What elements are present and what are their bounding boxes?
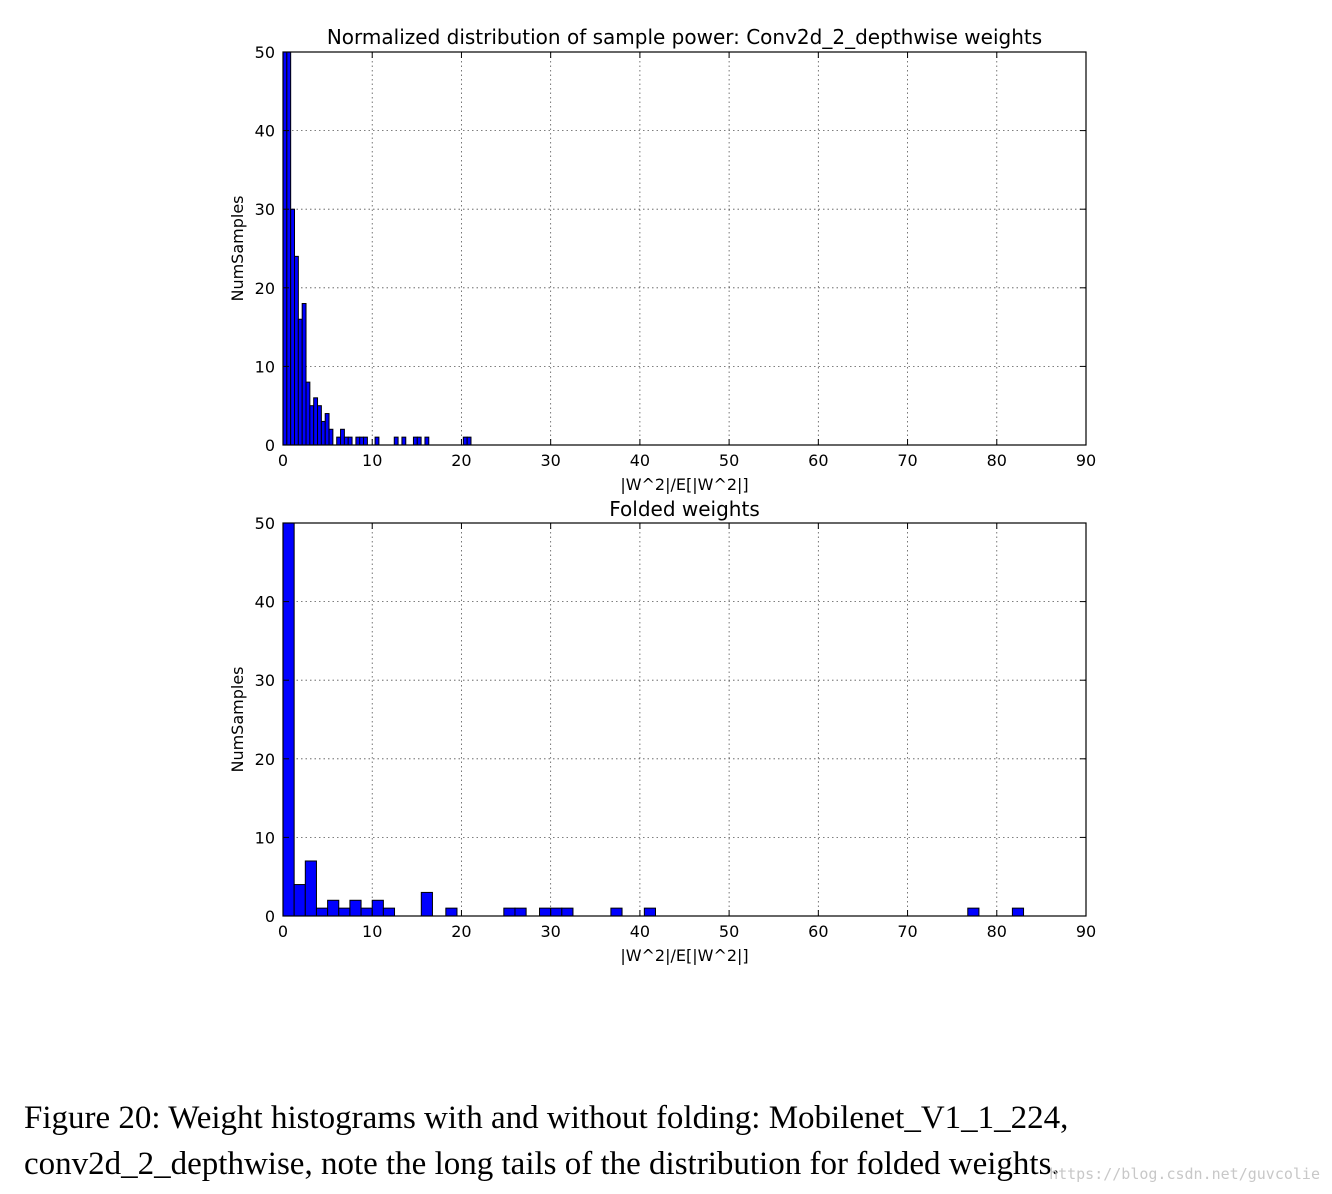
histogram-bar — [355, 436, 361, 446]
histogram-conv2d-2-depthwise: 0 10 20 30 40 50 60 70 80 90 0 10 20 30 40 50 Normalized… — [228, 25, 1096, 494]
x-tick-label: 40 — [630, 922, 650, 941]
histogram-bar — [420, 891, 433, 917]
histogram-bar — [286, 51, 292, 446]
x-tick-label: 20 — [451, 451, 471, 470]
histogram-bar — [336, 436, 342, 446]
x-tick-label: 60 — [808, 451, 828, 470]
y-tick-label: 20 — [255, 279, 275, 298]
histogram-bar — [349, 899, 362, 917]
histogram-bar — [466, 436, 472, 446]
histogram-bar — [550, 907, 563, 917]
y-tick-label: 50 — [255, 514, 275, 533]
histogram-bar — [294, 255, 299, 446]
y-tick-label: 20 — [255, 750, 275, 769]
x-tick-label: 80 — [987, 922, 1007, 941]
histogram-bar — [304, 860, 317, 917]
histogram-bar — [301, 303, 307, 446]
histogram-bar — [290, 208, 296, 446]
watermark: https://blog.csdn.net/guvcolie — [1049, 1165, 1320, 1183]
y-axis-label: NumSamples — [228, 666, 247, 772]
x-tick-label: 10 — [362, 922, 382, 941]
histogram-bar — [309, 405, 315, 446]
x-tick-label: 30 — [540, 451, 560, 470]
histogram-bar — [424, 436, 430, 446]
x-tick-label: 30 — [540, 922, 560, 941]
axes-frame — [282, 522, 1087, 917]
y-tick-label: 10 — [255, 828, 275, 847]
x-tick-label: 80 — [987, 451, 1007, 470]
histogram-bar — [313, 397, 319, 446]
x-tick-label: 40 — [630, 451, 650, 470]
histogram-bar — [393, 436, 399, 446]
x-tick-label: 90 — [1076, 922, 1096, 941]
x-tick-label: 0 — [278, 922, 288, 941]
y-axis-label: NumSamples — [228, 195, 247, 301]
caption-line-1: Figure 20: Weight histograms with and wi… — [24, 1100, 1069, 1136]
figure-caption: Figure 20: Weight histograms with and wi… — [24, 1095, 1310, 1187]
histogram-bar — [610, 907, 623, 917]
chart-title: Normalized distribution of sample power:… — [327, 25, 1042, 49]
y-tick-label: 30 — [255, 671, 275, 690]
histogram-bar — [462, 436, 468, 446]
histogram-bar — [338, 907, 351, 917]
x-tick-label: 70 — [897, 451, 917, 470]
histogram-bar — [416, 436, 422, 446]
histogram-bar — [360, 907, 373, 917]
x-tick-label: 50 — [719, 922, 739, 941]
histogram-bar — [305, 381, 311, 446]
histogram-bar — [315, 907, 329, 917]
histogram-bar — [359, 436, 365, 446]
histogram-bar — [343, 436, 349, 446]
histogram-bar — [967, 907, 980, 917]
histogram-folded-weights: 0 10 20 30 40 50 60 70 80 90 0 10 20 30 40 50 Folded wei… — [228, 497, 1096, 965]
histogram-bar — [320, 420, 326, 446]
axes-frame — [282, 51, 1087, 446]
caption-line-2: conv2d_2_depthwise, note the long tails … — [24, 1146, 1060, 1182]
histogram-bar — [327, 899, 340, 917]
y-tick-label: 10 — [255, 357, 275, 376]
histogram-bar — [297, 318, 303, 446]
histogram-bar — [371, 899, 384, 917]
histogram-bar — [643, 907, 657, 917]
histogram-bar — [539, 907, 552, 917]
histogram-bar — [324, 413, 330, 446]
x-tick-label: 60 — [808, 922, 828, 941]
x-tick-label: 50 — [719, 451, 739, 470]
histogram-bar — [412, 436, 418, 446]
histogram-bar — [561, 907, 574, 917]
y-tick-label: 0 — [265, 436, 275, 455]
histogram-bar — [317, 405, 322, 446]
histogram-bar — [340, 428, 345, 446]
histogram-bar — [382, 907, 396, 917]
chart-title: Folded weights — [609, 497, 760, 521]
y-tick-label: 30 — [255, 200, 275, 219]
x-axis-label: |W^2|/E[|W^2|] — [620, 946, 748, 965]
y-tick-label: 0 — [265, 907, 275, 926]
histogram-bar — [328, 428, 334, 446]
histogram-bar — [282, 522, 295, 917]
histogram-bar — [374, 436, 380, 446]
x-tick-label: 10 — [362, 451, 382, 470]
x-axis-label: |W^2|/E[|W^2|] — [620, 475, 748, 494]
x-tick-label: 90 — [1076, 451, 1096, 470]
histogram-bar — [445, 907, 458, 917]
histogram-bar — [503, 907, 516, 917]
figure: 0 10 20 30 40 50 60 70 80 90 0 10 20 30 40 50 Normalized… — [228, 25, 1096, 965]
histogram-bar — [401, 436, 407, 446]
y-tick-label: 50 — [255, 43, 275, 62]
y-tick-label: 40 — [255, 593, 275, 612]
histogram-bar — [1011, 907, 1025, 917]
histogram-bar — [293, 884, 306, 917]
histogram-bar — [347, 436, 353, 446]
histogram-bar — [363, 436, 368, 446]
x-tick-label: 0 — [278, 451, 288, 470]
x-tick-label: 20 — [451, 922, 471, 941]
x-tick-label: 70 — [897, 922, 917, 941]
histogram-bar — [514, 907, 527, 917]
y-tick-label: 40 — [255, 122, 275, 141]
